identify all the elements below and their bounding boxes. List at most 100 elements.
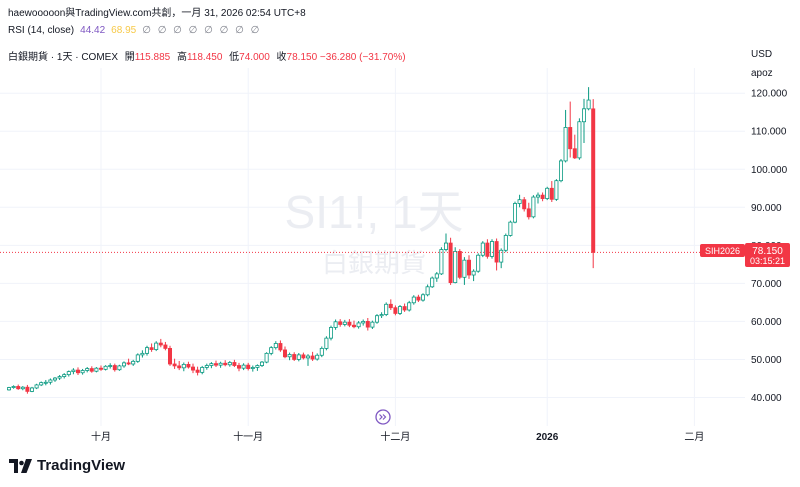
- candle-body: [328, 327, 333, 339]
- goto-realtime-icon[interactable]: [375, 409, 391, 425]
- candle-body: [351, 324, 356, 328]
- candle-body: [356, 322, 361, 328]
- y-tick-label: 110.000: [751, 127, 787, 138]
- candle: [526, 202, 531, 220]
- candle: [282, 346, 287, 359]
- candle-body: [278, 343, 283, 351]
- y-tick-label: 100.000: [751, 165, 788, 176]
- candle-body: [154, 342, 159, 350]
- candle: [499, 248, 504, 269]
- candle-body: [112, 365, 117, 371]
- candle: [430, 276, 435, 288]
- candle: [241, 363, 246, 371]
- candle: [20, 386, 25, 391]
- price-tag-box: [745, 243, 790, 267]
- candle-body: [443, 242, 448, 250]
- candle: [223, 360, 228, 367]
- currency-label[interactable]: USD: [751, 49, 773, 60]
- candle: [586, 87, 591, 111]
- candle-body: [172, 363, 177, 367]
- candle-body: [522, 199, 527, 210]
- candle: [204, 363, 209, 370]
- candle-body: [94, 367, 99, 372]
- x-tick-label: 二月: [684, 431, 704, 443]
- candle-body: [264, 352, 269, 363]
- candle-body: [296, 354, 301, 360]
- candle: [218, 361, 223, 368]
- x-tick-label: 十二月: [380, 430, 410, 443]
- tradingview-logo-icon: [9, 458, 32, 473]
- candle-body: [236, 365, 241, 369]
- candle: [568, 101, 573, 158]
- y-tick-label: 70.000: [751, 279, 782, 290]
- candle: [131, 359, 136, 366]
- candle-body: [489, 241, 494, 257]
- candle-body: [259, 361, 264, 366]
- candle: [66, 370, 71, 377]
- candle-body: [416, 296, 421, 301]
- rsi-legend[interactable]: RSI (14, close) 44.42 68.95 ∅ ∅ ∅ ∅ ∅ ∅ ∅ ∅: [8, 25, 261, 36]
- candle: [195, 366, 200, 376]
- candle: [582, 98, 587, 144]
- candle: [250, 365, 255, 372]
- candle-body: [223, 362, 228, 366]
- candle-body: [25, 386, 30, 392]
- candle: [296, 352, 301, 362]
- candle-body: [563, 127, 568, 162]
- candle: [259, 360, 264, 368]
- candle-body: [103, 365, 108, 370]
- x-tick-label: 2026: [536, 432, 559, 443]
- candle-body: [213, 363, 218, 366]
- candle-body: [126, 362, 131, 365]
- candle-body: [591, 108, 596, 253]
- candle: [177, 360, 182, 371]
- candle: [522, 197, 527, 212]
- candle: [342, 319, 347, 327]
- candle-body: [370, 321, 375, 328]
- time-axis: 十月 十一月 十二月 2026 二月: [91, 430, 704, 443]
- tradingview-logo[interactable]: TradingView: [9, 457, 125, 474]
- candle: [117, 364, 122, 371]
- candle-body: [232, 362, 237, 366]
- candle: [351, 320, 356, 329]
- watermark-name: 白銀期貨: [322, 248, 426, 278]
- candle: [545, 186, 550, 201]
- candle: [420, 293, 425, 302]
- candle-body: [457, 251, 462, 278]
- candle-body: [384, 303, 389, 315]
- candle-body: [140, 352, 145, 356]
- candle: [48, 378, 53, 385]
- candle: [305, 354, 310, 366]
- candle-body: [163, 344, 168, 349]
- candle-body: [333, 321, 338, 328]
- candle-body: [434, 273, 439, 279]
- candle-body: [204, 365, 209, 368]
- candle-body: [471, 270, 476, 276]
- candle-body: [76, 369, 81, 374]
- candle: [186, 361, 191, 369]
- candle-body: [144, 347, 149, 354]
- candle: [540, 192, 545, 202]
- close-label: 收: [276, 52, 287, 63]
- candle-body: [250, 367, 255, 369]
- candle: [361, 319, 366, 326]
- watermark-symbol: SI1!, 1天: [285, 186, 464, 238]
- candle-body: [292, 354, 297, 360]
- candle: [227, 360, 232, 367]
- candle: [140, 350, 145, 358]
- candle: [53, 376, 58, 382]
- candle: [71, 368, 76, 375]
- candle: [43, 379, 48, 386]
- candle-body: [572, 148, 577, 159]
- candle: [112, 363, 117, 372]
- candle-body: [108, 365, 113, 367]
- candle: [310, 351, 315, 361]
- tradingview-logo-text: TradingView: [37, 457, 126, 474]
- candle-body: [407, 302, 412, 311]
- ohlc-legend[interactable]: 白銀期貨 · 1天 · COMEX 開115.885 高118.450 低74.…: [8, 48, 406, 63]
- candle-body: [324, 337, 329, 349]
- candle: [85, 367, 90, 373]
- candle-body: [11, 386, 16, 388]
- candle-body: [200, 367, 205, 373]
